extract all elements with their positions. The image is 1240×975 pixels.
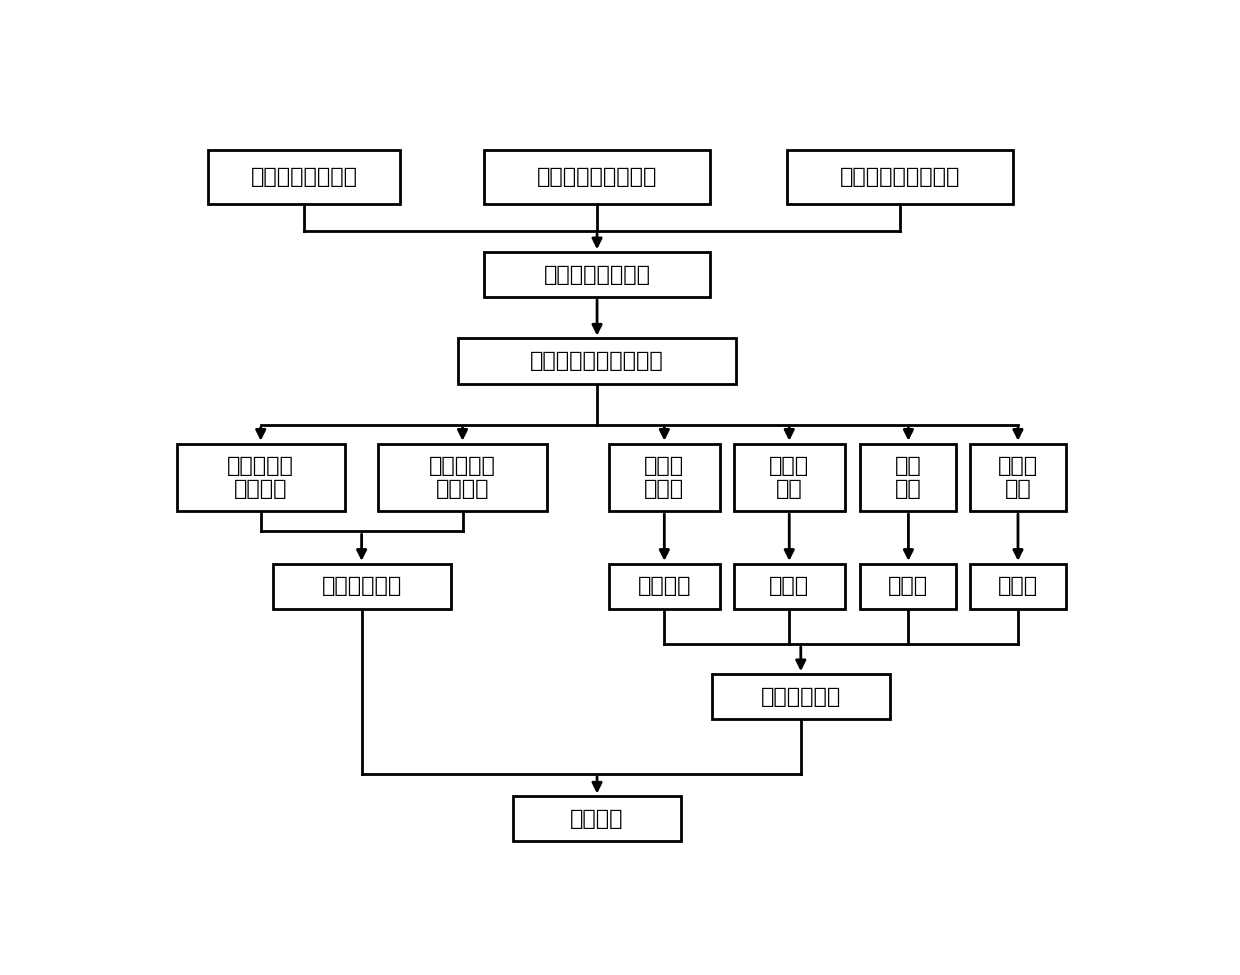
Text: 渗透
率模: 渗透 率模 <box>895 455 921 499</box>
Bar <box>734 564 844 608</box>
Text: 对研究区讨行区块划分: 对研究区讨行区块划分 <box>531 351 663 371</box>
Text: 泥质含量: 泥质含量 <box>637 576 691 597</box>
Text: 测井系列优化总结: 测井系列优化总结 <box>543 264 651 285</box>
Bar <box>484 253 711 297</box>
Bar <box>273 564 450 608</box>
Text: 孔隙度测井系列优化: 孔隙度测井系列优化 <box>537 167 657 187</box>
Bar <box>970 564 1066 608</box>
Bar <box>458 338 737 383</box>
Text: 泥质含
量模型: 泥质含 量模型 <box>645 455 684 499</box>
Bar <box>176 444 345 511</box>
Bar <box>861 564 956 608</box>
Text: 油水层定量
识别图版: 油水层定量 识别图版 <box>429 455 496 499</box>
Text: 油水层定性
识别图版: 油水层定性 识别图版 <box>227 455 294 499</box>
Bar <box>609 444 719 511</box>
Text: 测井解释: 测井解释 <box>570 809 624 829</box>
Text: 储层电性下限: 储层电性下限 <box>321 576 402 597</box>
Text: 饱和度
模型: 饱和度 模型 <box>998 455 1038 499</box>
Text: 孔隙度
模型: 孔隙度 模型 <box>769 455 810 499</box>
Bar <box>513 797 681 841</box>
Bar <box>484 150 711 204</box>
Bar <box>734 444 844 511</box>
Bar <box>609 564 719 608</box>
Bar <box>712 674 889 720</box>
Text: 渗透率: 渗透率 <box>888 576 929 597</box>
Text: 电阔率测井系列优化: 电阔率测井系列优化 <box>839 167 960 187</box>
Text: 孔隙度: 孔隙度 <box>769 576 810 597</box>
Text: 岛性测井系列优化: 岛性测井系列优化 <box>250 167 357 187</box>
Bar <box>378 444 547 511</box>
Bar <box>861 444 956 511</box>
Bar <box>787 150 1013 204</box>
Text: 储层物件下限: 储层物件下限 <box>760 686 841 707</box>
Bar <box>970 444 1066 511</box>
Bar <box>208 150 401 204</box>
Text: 饱和度: 饱和度 <box>998 576 1038 597</box>
